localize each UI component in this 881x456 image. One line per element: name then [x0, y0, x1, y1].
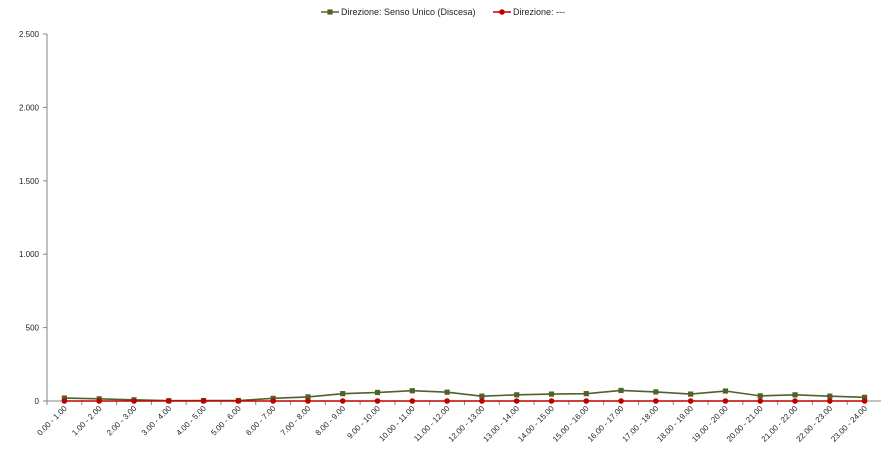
data-point	[548, 391, 555, 397]
data-point	[514, 392, 520, 398]
legend-label: Direzione: ---	[513, 7, 565, 17]
data-point	[513, 398, 520, 404]
data-point	[548, 398, 555, 404]
data-point	[340, 391, 346, 397]
x-tick-label: 4.00 - 5.00	[175, 404, 209, 438]
y-tick-label: 1.000	[19, 250, 40, 259]
data-point	[409, 398, 416, 404]
data-point	[757, 393, 763, 399]
series-2	[61, 398, 868, 404]
x-tick-label: 6.00 - 7.00	[244, 404, 278, 438]
data-point	[653, 398, 659, 404]
legend-entry: Direzione: Senso Unico (Discesa)	[321, 7, 476, 17]
x-tick-label: 5.00 - 6.00	[209, 404, 243, 438]
data-point	[583, 398, 590, 404]
data-point	[444, 398, 450, 404]
data-point	[61, 398, 68, 404]
data-point	[687, 398, 694, 404]
chart-legend: Direzione: Senso Unico (Discesa) Direzion…	[321, 7, 565, 17]
x-tick-label: 0.00 - 1.00	[35, 404, 69, 438]
data-point	[479, 398, 485, 404]
x-tick-label: 1.00 - 2.00	[70, 404, 104, 438]
x-tick-label: 7.00 - 8.00	[279, 404, 313, 438]
data-point	[861, 398, 868, 404]
legend-marker	[499, 9, 505, 15]
data-point	[339, 398, 346, 404]
y-tick-label: 2.500	[19, 30, 40, 39]
data-point	[618, 398, 624, 404]
y-tick-label: 0	[35, 397, 40, 406]
x-tick-label: 2.00 - 3.00	[105, 404, 139, 438]
data-point	[270, 398, 276, 404]
y-tick-label: 1.500	[19, 177, 40, 186]
data-point	[583, 391, 589, 397]
legend-marker	[327, 9, 333, 15]
legend-label: Direzione: Senso Unico (Discesa)	[341, 7, 476, 17]
data-point	[61, 395, 67, 401]
y-tick-label: 2.000	[19, 103, 40, 112]
data-point	[131, 398, 137, 404]
data-point	[235, 398, 242, 404]
x-tick-label: 10.00 - 11.00	[377, 404, 417, 444]
data-point	[722, 388, 729, 394]
data-point	[618, 387, 624, 394]
x-tick-label: 3.00 - 4.00	[140, 404, 174, 438]
data-point	[374, 389, 381, 396]
x-tick-label: 9.00 - 10.00	[345, 404, 382, 441]
data-point	[305, 394, 311, 400]
data-point	[374, 398, 381, 404]
series-line	[64, 389, 865, 402]
data-point	[479, 393, 485, 399]
data-point	[792, 392, 798, 398]
data-point	[96, 398, 102, 404]
data-point	[722, 398, 729, 404]
data-point	[862, 394, 868, 400]
y-tick-label: 500	[26, 324, 40, 333]
data-point	[757, 398, 764, 404]
legend-entry: Direzione: ---	[493, 7, 565, 17]
data-point	[688, 391, 694, 397]
x-tick-label: 8.00 - 9.00	[314, 404, 348, 438]
data-point	[653, 389, 659, 395]
data-point	[827, 398, 833, 404]
data-point	[792, 398, 798, 404]
data-point	[165, 398, 172, 404]
data-point	[409, 388, 415, 394]
data-point	[305, 398, 311, 404]
x-tick-label: 23.00 - 24.00	[829, 404, 869, 444]
data-point	[827, 393, 833, 399]
data-point	[444, 389, 450, 395]
data-point	[200, 398, 207, 404]
